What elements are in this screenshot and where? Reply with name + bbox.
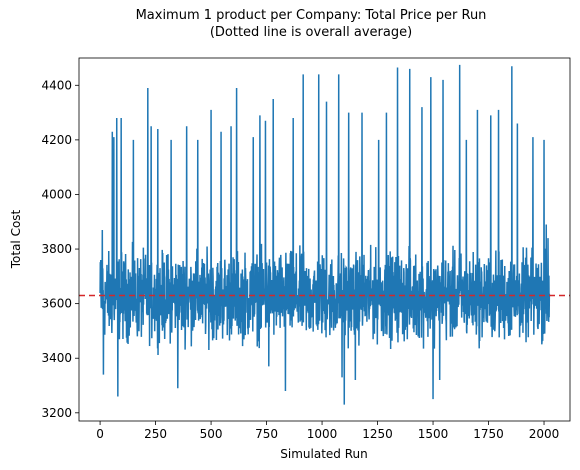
x-axis-label: Simulated Run [280, 447, 367, 461]
y-tick-label: 3600 [41, 297, 72, 311]
chart-title: Maximum 1 product per Company: Total Pri… [136, 8, 487, 23]
x-tick-label: 0 [96, 427, 104, 441]
series-line [99, 64, 551, 405]
x-tick-label: 500 [200, 427, 223, 441]
chart-subtitle: (Dotted line is overall average) [210, 25, 412, 40]
plot-frame [78, 57, 571, 422]
y-axis-label: Total Cost [9, 209, 23, 269]
y-tick-label: 3400 [41, 351, 72, 365]
y-tick-label: 4400 [41, 78, 72, 92]
y-tick-label: 4200 [41, 133, 72, 147]
x-tick-label: 250 [144, 427, 167, 441]
x-tick-label: 2000 [529, 427, 560, 441]
y-tick-label: 4000 [41, 187, 72, 201]
y-tick-label: 3800 [41, 242, 72, 256]
y-axis: 3200 3400 3600 3800 4000 4200 4400 [41, 78, 79, 420]
x-tick-label: 1500 [418, 427, 449, 441]
x-tick-label: 1000 [307, 427, 338, 441]
y-tick-label: 3200 [41, 406, 72, 420]
x-axis: 0 250 500 750 1000 1250 1500 1750 2000 [96, 421, 559, 441]
x-tick-label: 750 [255, 427, 278, 441]
x-tick-label: 1750 [473, 427, 504, 441]
x-tick-label: 1250 [362, 427, 393, 441]
